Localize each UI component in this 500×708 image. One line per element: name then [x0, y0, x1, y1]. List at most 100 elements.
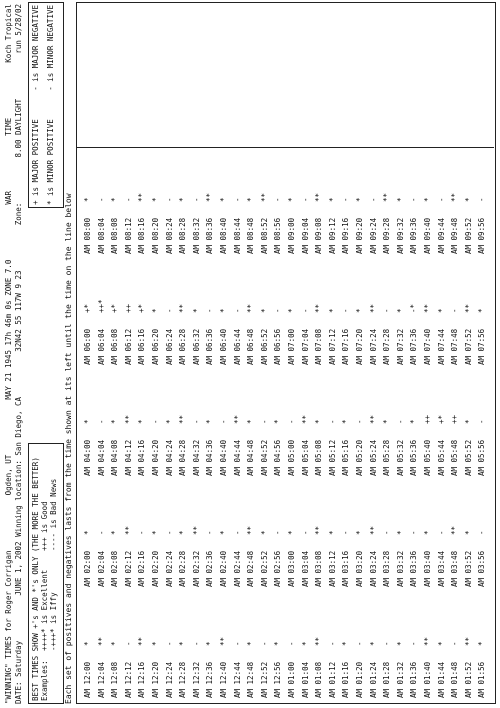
time-row: AM 12:44 -	[232, 606, 244, 698]
time-row: AM 12:36 *	[204, 606, 216, 698]
time: AM 03:32	[395, 550, 405, 587]
time: AM 09:20	[355, 217, 364, 254]
marks: *	[246, 641, 256, 646]
time: AM 03:00	[287, 550, 296, 587]
header-text: MAY 21 1945 17h 46m 0s ZONE 7.0	[4, 259, 13, 400]
time-row: AM 02:36 -	[204, 495, 216, 587]
time: AM 01:48	[450, 661, 460, 698]
time: AM 01:56	[477, 661, 487, 698]
marks: -	[395, 419, 405, 424]
time-row: AM 09:16 -	[340, 162, 352, 254]
header-text: Ogden, UT	[4, 454, 13, 496]
marks: *	[477, 308, 487, 313]
marks: *	[287, 308, 296, 313]
marks: ++*	[96, 299, 106, 313]
marks: -	[409, 530, 419, 535]
time-row: AM 01:32 *	[395, 606, 407, 698]
time-row: AM 01:12 -	[327, 606, 339, 698]
time: AM 04:32	[191, 439, 201, 476]
marks: *	[327, 197, 337, 202]
time-row: AM 01:08 **	[313, 606, 325, 698]
marks: -	[355, 419, 364, 424]
marks: -	[96, 530, 106, 535]
marks: -	[382, 641, 392, 646]
marks: *	[191, 308, 201, 313]
time-row: AM 06:32 *	[191, 273, 203, 365]
marks: *	[355, 197, 364, 202]
marks: **	[314, 303, 324, 313]
time: AM 12:08	[110, 661, 120, 698]
time-row: AM 07:28 -	[381, 273, 393, 365]
time-row: AM 06:08 +*	[109, 273, 121, 365]
time-row: AM 08:16 **	[136, 162, 148, 254]
time: AM 03:36	[409, 550, 419, 587]
marks: -	[232, 197, 242, 202]
time-row: AM 02:56 -	[272, 495, 284, 587]
time-row: AM 04:00 *	[82, 384, 94, 476]
marks: *	[341, 641, 351, 646]
time-row: AM 09:56 -	[476, 162, 488, 254]
time: AM 05:04	[300, 439, 310, 476]
time: AM 08:40	[219, 217, 228, 254]
marks: *	[259, 530, 269, 535]
time-row: AM 09:40 *	[422, 162, 434, 254]
example-label: Examples:	[40, 660, 49, 701]
time: AM 09:24	[368, 217, 378, 254]
time: AM 03:56	[477, 550, 487, 587]
example: ++++* is Excellent	[40, 569, 49, 651]
time-row: AM 05:08 *	[313, 384, 325, 476]
time-row: AM 03:44 -	[436, 495, 448, 587]
time: AM 12:52	[259, 661, 269, 698]
marks: **	[178, 303, 188, 313]
time-row: AM 02:40 *	[218, 495, 230, 587]
time-row: AM 12:16 **	[136, 606, 148, 698]
marks: *	[327, 530, 337, 535]
marks: -	[205, 308, 215, 313]
example: ---- is Bad News	[49, 478, 58, 551]
time-row: AM 12:12 -	[123, 606, 135, 698]
marks: *	[246, 419, 256, 424]
marks: *	[463, 419, 473, 424]
marks: **	[314, 636, 324, 646]
time-row: AM 05:04 **	[300, 384, 312, 476]
time-row: AM 05:56 -	[476, 384, 488, 476]
time: AM 07:36	[409, 328, 419, 365]
marks: **	[300, 414, 310, 424]
marks: -	[137, 530, 147, 535]
marks: *	[300, 641, 310, 646]
time: AM 08:24	[164, 217, 174, 254]
time-row: AM 05:40 ++	[422, 384, 434, 476]
marks: -	[191, 197, 201, 202]
marks: **	[96, 636, 106, 646]
time: AM 01:52	[463, 661, 473, 698]
marks: -	[273, 308, 283, 313]
time: AM 04:16	[137, 439, 147, 476]
marks: *	[395, 530, 405, 535]
time-row: AM 08:52 **	[259, 162, 271, 254]
time: AM 05:44	[436, 439, 446, 476]
time-row: AM 09:44 -	[436, 162, 448, 254]
time-row: AM 05:16 *	[340, 384, 352, 476]
time-row: AM 09:04 -	[300, 162, 312, 254]
marks: **	[259, 192, 269, 202]
time-row: AM 04:44 **	[232, 384, 244, 476]
header-text: JUNE 1, 2002 Winning location: San Diego…	[14, 396, 23, 596]
time-row: AM 09:12 *	[327, 162, 339, 254]
time-row: AM 02:08 *	[109, 495, 121, 587]
time-row: AM 12:24 -	[164, 606, 176, 698]
marks: -	[164, 197, 174, 202]
example-line: -+++* is Iffy ---- is Bad News	[49, 446, 58, 701]
time: AM 08:56	[273, 217, 283, 254]
time: AM 02:44	[232, 550, 242, 587]
time: AM 01:28	[382, 661, 392, 698]
marks: -	[232, 530, 242, 535]
marks: -	[287, 419, 296, 424]
time: AM 08:52	[259, 217, 269, 254]
time-row: AM 04:16 *	[136, 384, 148, 476]
time: AM 12:16	[137, 661, 147, 698]
time: AM 08:20	[151, 217, 160, 254]
time-row: AM 01:00 -	[286, 606, 298, 698]
time-row: AM 08:08 *	[109, 162, 121, 254]
time-row: AM 08:24 -	[164, 162, 176, 254]
time-row: AM 01:52 **	[463, 606, 475, 698]
